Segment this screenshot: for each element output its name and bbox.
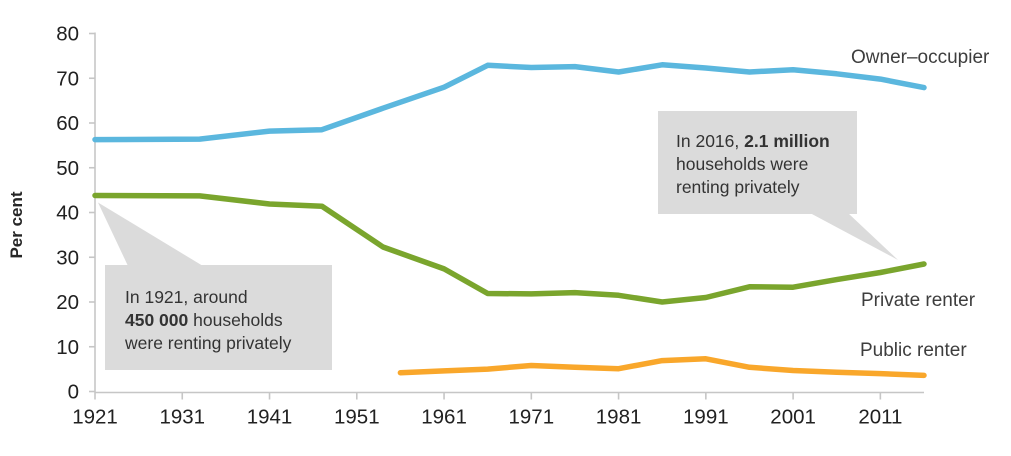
callout-text-line: were renting privately <box>125 333 292 353</box>
y-tick-label: 40 <box>56 202 79 225</box>
public-renter-line <box>397 356 927 379</box>
x-tick-label: 1941 <box>247 406 293 429</box>
y-tick-label: 80 <box>56 23 79 46</box>
y-tick-label: 30 <box>56 246 79 269</box>
x-tick-label: 1971 <box>509 406 555 429</box>
x-tick-label: 1961 <box>421 406 467 429</box>
y-tick-label: 0 <box>68 381 79 404</box>
callout-1921-private-renting: In 1921, around 450 000 households were re… <box>105 265 332 370</box>
x-tick-label: 1931 <box>159 406 205 429</box>
series-label-public-renter: Public renter <box>860 340 967 361</box>
x-tick-label: 1981 <box>596 406 642 429</box>
x-tick-label: 2001 <box>770 406 816 429</box>
callout-text-line: In 1921, around <box>125 287 248 307</box>
private-renter-line <box>92 192 927 305</box>
y-tick-label: 70 <box>56 67 79 90</box>
callout-text-line: households were <box>676 154 809 174</box>
y-tick-label: 10 <box>56 336 79 359</box>
y-tick-label: 50 <box>56 157 79 180</box>
y-tick-label: 60 <box>56 112 79 135</box>
callout-2016-tail <box>810 213 898 260</box>
callout-text-line: renting privately <box>676 177 800 197</box>
series-label-private-renter: Private renter <box>861 290 976 311</box>
owner-occupier-line <box>92 62 927 143</box>
callout-1921-tail <box>98 202 203 266</box>
callout-text-line: In 2016, 2.1 million <box>676 131 830 151</box>
y-tick-label: 20 <box>56 291 79 314</box>
callout-2016-private-renting: In 2016, 2.1 million households were renti… <box>658 111 857 214</box>
x-tick-label: 2011 <box>858 406 902 429</box>
callout-text-line: 450 000 households <box>125 310 283 330</box>
y-axis-title: Per cent <box>7 191 26 259</box>
x-tick-label: 1991 <box>683 406 729 429</box>
x-tick-label: 1921 <box>72 406 118 429</box>
series-label-owner-occupier: Owner–occupier <box>851 47 990 68</box>
x-tick-label: 1951 <box>334 406 380 429</box>
